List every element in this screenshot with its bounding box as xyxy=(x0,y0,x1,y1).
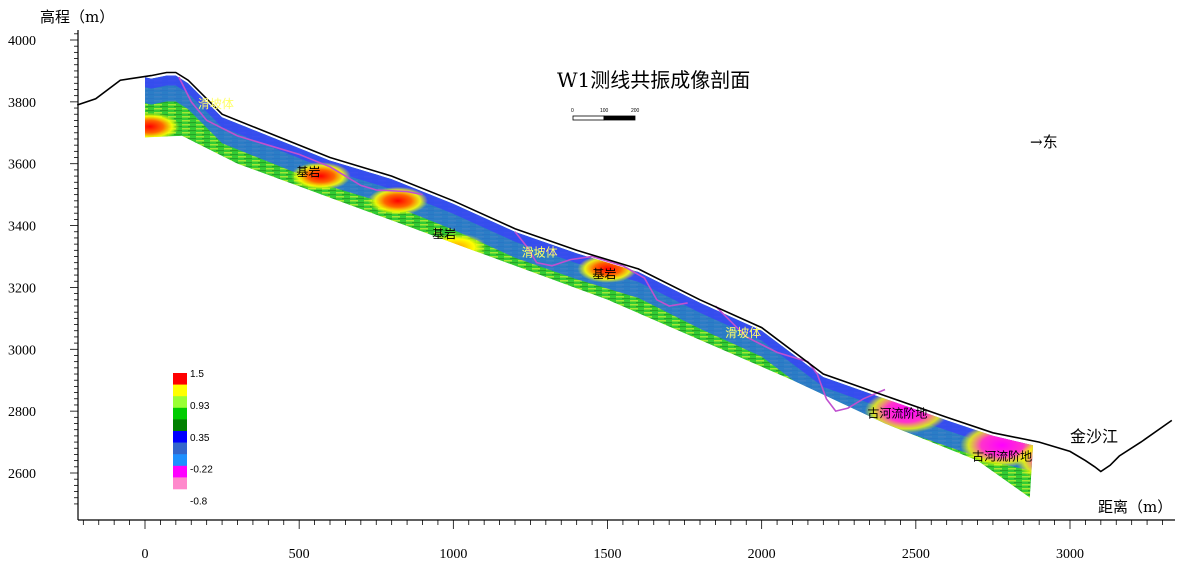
section-texture xyxy=(145,75,1033,498)
colorbar-legend: 1.5 0.93 0.35 -0.22 -0.8 xyxy=(173,369,213,508)
scale-label-0: 0 xyxy=(571,108,574,114)
anomaly-hotspot xyxy=(290,162,351,191)
scale-label-200: 200 xyxy=(631,108,640,114)
annotation-label: 基岩 xyxy=(432,226,456,241)
colorbar-swatch xyxy=(173,477,187,490)
x-tick-label: 2500 xyxy=(902,547,930,562)
y-tick-label: 2600 xyxy=(8,467,36,482)
x-tick-label: 0 xyxy=(142,547,149,562)
x-tick-label: 500 xyxy=(289,547,310,562)
annotation-label: 古河流阶地 xyxy=(972,449,1032,464)
river-label: 金沙江 xyxy=(1070,427,1118,446)
colorbar-swatch xyxy=(173,431,187,443)
slide-boundary-line xyxy=(178,76,423,196)
colorbar-swatch xyxy=(173,465,187,478)
x-tick-label: 2000 xyxy=(748,547,776,562)
slide-boundary-line xyxy=(514,231,688,307)
slide-boundary-line xyxy=(714,305,886,413)
imaging-section xyxy=(145,75,1033,498)
annotation-label: 基岩 xyxy=(592,266,616,281)
y-axis-ticks: 2600 2800 3000 3200 3400 3600 3800 4000 xyxy=(8,33,78,505)
chart-title: W1测线共振成像剖面 xyxy=(557,68,750,92)
colorbar-swatch xyxy=(173,373,187,385)
colorbar-swatch xyxy=(173,419,187,432)
x-axis-title: 距离（m） xyxy=(1098,498,1172,516)
anomaly-hotspot xyxy=(145,112,180,141)
y-tick-label: 3600 xyxy=(8,158,36,173)
scale-bar: 0 100 200 xyxy=(571,108,640,121)
anomaly-hotspot xyxy=(367,186,428,215)
y-tick-label: 2800 xyxy=(8,405,36,420)
annotation-label: 滑坡体 xyxy=(198,97,234,111)
annotation-label: 古河流阶地 xyxy=(867,405,927,420)
x-axis-ticks: 0 500 1000 1500 2000 2500 3000 xyxy=(82,520,1163,562)
direction-label: →东 xyxy=(1030,133,1058,151)
y-tick-label: 3200 xyxy=(8,281,36,296)
x-tick-label: 1000 xyxy=(439,547,467,562)
section-fill xyxy=(145,75,1033,498)
ground-surface-line xyxy=(76,71,1173,473)
colorbar-label: -0.22 xyxy=(190,465,213,476)
colorbar-label: 0.93 xyxy=(190,401,210,412)
colorbar-label: 0.35 xyxy=(190,433,210,444)
annotation-label: 滑坡体 xyxy=(522,246,558,260)
y-tick-label: 3400 xyxy=(8,220,36,235)
colorbar-label: 1.5 xyxy=(190,369,204,380)
y-tick-label: 4000 xyxy=(8,34,36,49)
annotation-label: 滑坡体 xyxy=(725,326,761,340)
x-tick-label: 3000 xyxy=(1056,547,1084,562)
scale-label-100: 100 xyxy=(600,108,609,114)
colorbar-swatch xyxy=(173,396,187,409)
x-tick-label: 1500 xyxy=(594,547,622,562)
colorbar-swatch xyxy=(173,442,187,455)
colorbar-swatch xyxy=(173,384,187,397)
colorbar-swatch xyxy=(173,454,187,467)
annotation-label: 基岩 xyxy=(296,164,320,179)
y-tick-label: 3800 xyxy=(8,96,36,111)
colorbar-swatch xyxy=(173,407,187,420)
y-tick-label: 3000 xyxy=(8,343,36,358)
colorbar-label: -0.8 xyxy=(190,497,208,508)
y-axis-title: 高程（m） xyxy=(40,8,114,26)
